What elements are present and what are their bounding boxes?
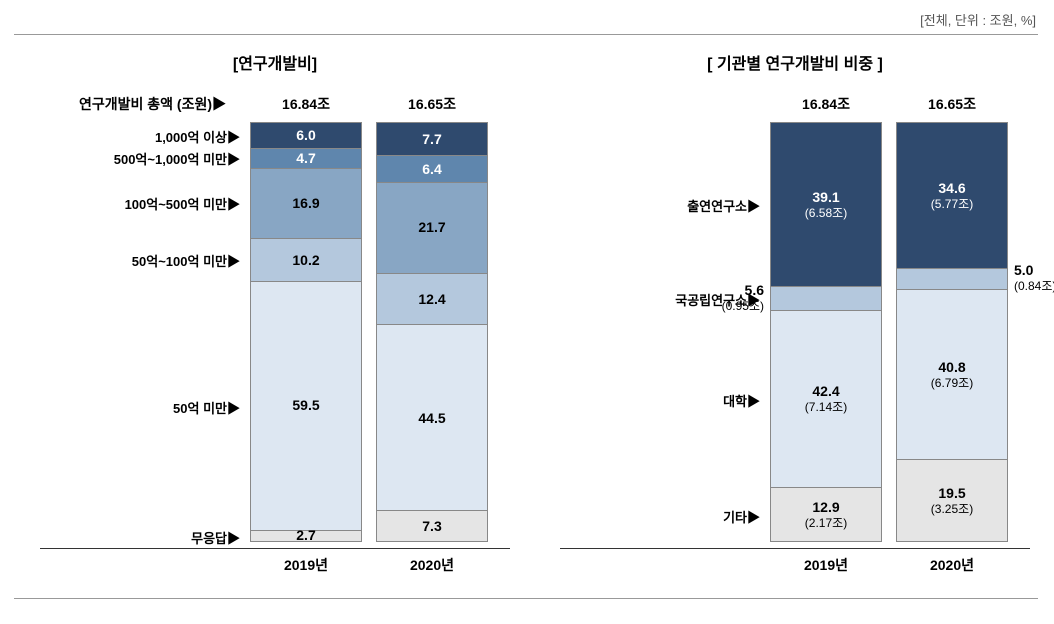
bar-segment: 12.4 xyxy=(377,273,487,325)
unit-label: [전체, 단위 : 조원, %] xyxy=(920,10,1036,29)
category-label: 50억 미만▶ xyxy=(173,398,250,417)
totals-val-r-1: 16.65조 xyxy=(896,94,1008,114)
bar-segment: 4.7 xyxy=(251,148,361,168)
segment-value: 19.5 xyxy=(938,485,965,502)
bar-segment: 44.5 xyxy=(377,324,487,510)
segment-subvalue: (7.14조) xyxy=(805,400,847,414)
bar-segment: 21.7 xyxy=(377,182,487,273)
stacked-bar: 39.1(6.58조)42.4(7.14조)12.9(2.17조) xyxy=(770,122,882,542)
chart-right-title: [ 기관별 연구개발비 비중 ] xyxy=(560,50,1030,74)
segment-value: 59.5 xyxy=(292,397,319,414)
segment-value: 7.7 xyxy=(422,131,441,148)
segment-value: 7.3 xyxy=(422,518,441,535)
category-label: 출연연구소▶ xyxy=(687,196,770,215)
segment-subvalue: (2.17조) xyxy=(805,516,847,530)
category-label: 500억~1,000억 미만▶ xyxy=(114,149,250,168)
bar-segment: 40.8(6.79조) xyxy=(897,289,1007,460)
segment-value: 40.8 xyxy=(938,359,965,376)
bar-segment: 12.9(2.17조) xyxy=(771,487,881,541)
chart-right: [ 기관별 연구개발비 비중 ] 16.84조 16.65조 출연연구소▶국공립… xyxy=(560,50,1030,590)
bottom-divider xyxy=(14,598,1038,599)
segment-value: 16.9 xyxy=(292,195,319,212)
bar-segment: 59.5 xyxy=(251,281,361,530)
chart-left-bars: 2.76.04.716.910.259.57.76.421.712.444.57… xyxy=(250,122,488,542)
bar-segment: 39.1(6.58조) xyxy=(771,123,881,286)
category-label: 기타▶ xyxy=(723,507,770,526)
category-label: 50억~100억 미만▶ xyxy=(132,251,250,270)
stacked-bar: 6.0 4.7 16.9 10.2 59.5 xyxy=(250,122,362,542)
chart-right-bars: 5.6(0.95조)39.1(6.58조)42.4(7.14조)12.9(2.1… xyxy=(770,122,1008,542)
bar-segment: 19.5(3.25조) xyxy=(897,459,1007,541)
category-label: 1,000억 이상▶ xyxy=(155,127,250,146)
chart-left-title: [연구개발비] xyxy=(40,50,510,74)
segment-value: 12.9 xyxy=(812,499,839,516)
segment-value: 12.4 xyxy=(418,291,445,308)
totals-label: 연구개발비 총액 (조원)▶ xyxy=(40,94,250,114)
bar-segment: 6.4 xyxy=(377,155,487,182)
segment-subvalue: (3.25조) xyxy=(931,502,973,516)
chart-left-categories: 1,000억 이상▶ 500억~1,000억 미만▶ 100억~500억 미만▶ 50… xyxy=(40,122,250,542)
bar-segment: 10.2 xyxy=(251,238,361,281)
segment-subvalue: (6.79조) xyxy=(931,376,973,390)
segment-value: 4.7 xyxy=(296,150,315,167)
chart-left: [연구개발비] 연구개발비 총액 (조원)▶ 16.84조 16.65조 1,0… xyxy=(40,50,510,590)
segment-value: 42.4 xyxy=(812,383,839,400)
stacked-bar: 7.7 6.4 21.7 12.4 44.5 7.3 xyxy=(376,122,488,542)
chart-right-xaxis: 2019년 2020년 xyxy=(560,548,1030,575)
bar-segment: 6.0 xyxy=(251,123,361,148)
segment-subvalue: (6.58조) xyxy=(805,206,847,220)
chart-left-xaxis: 2019년 2020년 xyxy=(40,548,510,575)
x-label-r-1: 2020년 xyxy=(896,555,1008,575)
segment-subvalue: (5.77조) xyxy=(931,197,973,211)
x-label-1: 2020년 xyxy=(376,555,488,575)
segment-value: 6.4 xyxy=(422,161,441,178)
segment-value: 39.1 xyxy=(812,189,839,206)
top-divider xyxy=(14,34,1038,35)
segment-value-external: 5.6(0.95조) xyxy=(684,282,764,313)
segment-value: 10.2 xyxy=(292,252,319,269)
stacked-bar: 34.6(5.77조)40.8(6.79조)19.5(3.25조) xyxy=(896,122,1008,542)
chart-right-categories: 출연연구소▶국공립연구소▶대학▶기타▶ xyxy=(560,122,770,542)
category-label: 무응답▶ xyxy=(191,528,250,547)
segment-value-external: 5.0(0.84조) xyxy=(1014,262,1054,293)
category-label: 100억~500억 미만▶ xyxy=(125,194,250,213)
segment-value-external: 2.7 xyxy=(250,527,362,544)
segment-value: 34.6 xyxy=(938,180,965,197)
totals-val-1: 16.65조 xyxy=(376,94,488,114)
bar-segment: 34.6(5.77조) xyxy=(897,123,1007,268)
category-label: 대학▶ xyxy=(723,391,770,410)
x-label-0: 2019년 xyxy=(250,555,362,575)
bar-segment xyxy=(897,268,1007,289)
bar-segment xyxy=(771,286,881,309)
segment-value: 21.7 xyxy=(418,219,445,236)
bar-segment: 16.9 xyxy=(251,168,361,239)
bar-segment: 7.7 xyxy=(377,123,487,155)
chart-right-totals: 16.84조 16.65조 xyxy=(560,94,1030,114)
totals-val-r-0: 16.84조 xyxy=(770,94,882,114)
bar-segment: 7.3 xyxy=(377,510,487,541)
bar-segment: 42.4(7.14조) xyxy=(771,310,881,487)
x-label-r-0: 2019년 xyxy=(770,555,882,575)
segment-value: 44.5 xyxy=(418,410,445,427)
totals-val-0: 16.84조 xyxy=(250,94,362,114)
segment-value: 6.0 xyxy=(296,127,315,144)
chart-left-totals: 연구개발비 총액 (조원)▶ 16.84조 16.65조 xyxy=(40,94,510,114)
